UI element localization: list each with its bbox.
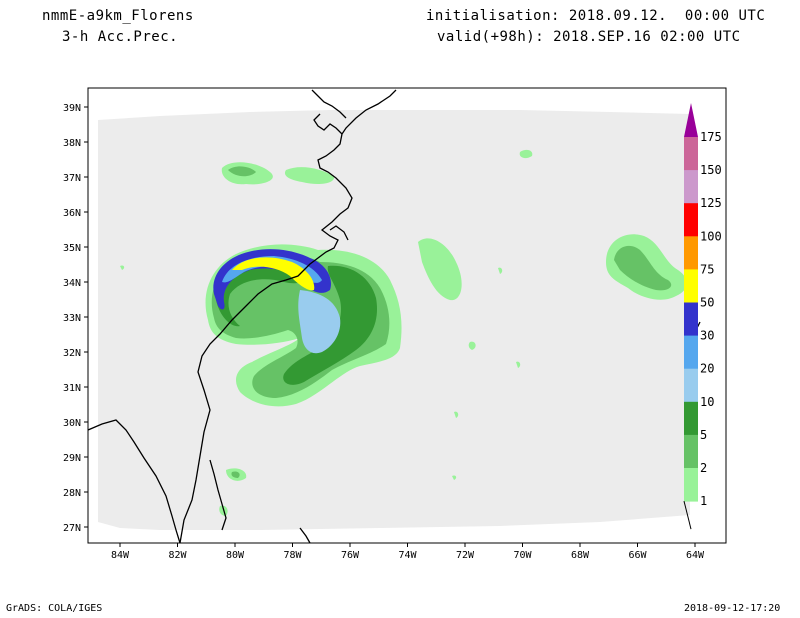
latitude-labels: 39N 38N 37N 36N 35N 34N 33N 32N 31N 30N 29N 28N 27N [63,103,81,534]
legend-label: 2 [700,461,707,475]
lat-label: 28N [63,488,81,499]
legend-swatch [684,468,698,502]
lat-label: 30N [63,418,81,429]
legend-label: 125 [700,196,722,210]
legend-swatch [684,369,698,403]
legend-swatch [684,435,698,469]
legend-swatch [684,203,698,237]
footer-timestamp: 2018-09-12-17:20 [684,603,780,614]
longitude-labels: 84W 82W 80W 78W 76W 74W 72W 70W 68W 66W 64W [111,550,705,561]
legend-label: 5 [700,428,707,442]
legend-swatch [684,402,698,436]
lon-label: 82W [168,550,187,561]
legend-swatch [684,269,698,303]
lat-label: 38N [63,138,81,149]
lon-label: 70W [513,550,532,561]
lon-label: 66W [628,550,647,561]
lon-label: 76W [341,550,360,561]
legend-swatch [684,137,698,171]
lat-label: 29N [63,453,81,464]
legend-label: 10 [700,395,714,409]
lat-label: 31N [63,383,81,394]
legend-label: 1 [700,494,707,508]
lat-label: 39N [63,103,81,114]
lon-label: 72W [456,550,475,561]
legend-label: 75 [700,262,714,276]
legend-label: 150 [700,163,722,177]
lat-label: 37N [63,173,81,184]
legend-swatch [684,336,698,370]
legend-label: 100 [700,229,722,243]
lon-label: 64W [686,550,705,561]
lon-label: 74W [398,550,417,561]
legend-label: 20 [700,362,714,376]
lat-label: 34N [63,278,81,289]
lat-label: 32N [63,348,81,359]
legend-label: 30 [700,329,714,343]
lon-label: 84W [111,550,130,561]
lon-label: 80W [226,550,245,561]
footer-credit: GrADS: COLA/IGES [6,603,102,614]
lat-label: 35N [63,243,81,254]
legend-label: 175 [700,130,722,144]
legend-swatch [684,236,698,270]
lon-label: 68W [571,550,590,561]
lat-label: 27N [63,523,81,534]
lat-label: 36N [63,208,81,219]
lat-label: 33N [63,313,81,324]
legend-swatch [684,303,698,337]
legend-label: 50 [700,296,714,310]
legend-swatch [684,170,698,204]
lon-label: 78W [283,550,302,561]
